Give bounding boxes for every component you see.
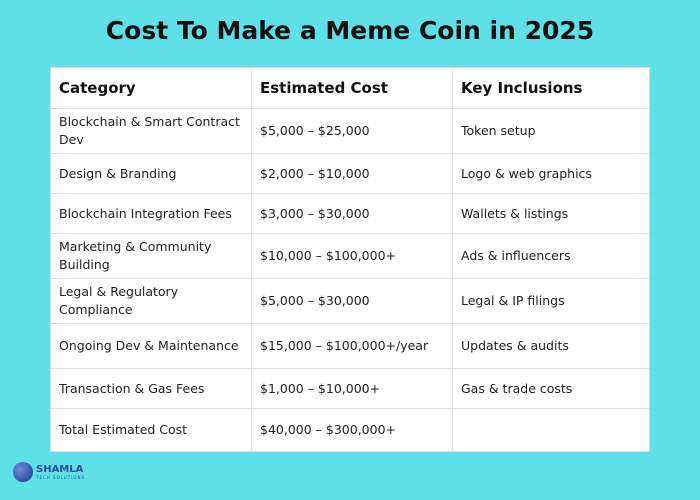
table-cell: Transaction & Gas Fees [50, 368, 252, 409]
table-cell: $1,000 – $10,000+ [251, 368, 453, 409]
page-title: Cost To Make a Meme Coin in 2025 [105, 16, 595, 45]
table-cell: Design & Branding [50, 153, 252, 194]
table-cell: $15,000 – $100,000+/year [251, 323, 453, 369]
cost-table: Category Estimated Cost Key Inclusions B… [50, 67, 650, 452]
table-cell: Ads & influencers [452, 233, 650, 279]
logo-icon [13, 462, 33, 482]
header-cell: Category [50, 67, 252, 109]
table-row: Total Estimated Cost $40,000 – $300,000+ [50, 408, 650, 452]
table-row: Transaction & Gas Fees $1,000 – $10,000+ G… [50, 368, 650, 409]
table-row: Blockchain Integration Fees $3,000 – $30,… [50, 193, 650, 234]
table-cell: Gas & trade costs [452, 368, 650, 409]
header-cell: Estimated Cost [251, 67, 453, 109]
table-cell: Ongoing Dev & Maintenance [50, 323, 252, 369]
table-row: Design & Branding $2,000 – $10,000 Logo & … [50, 153, 650, 194]
header-cell: Key Inclusions [452, 67, 650, 109]
table-cell: Blockchain Integration Fees [50, 193, 252, 234]
table-cell: Blockchain & Smart Contract Dev [50, 108, 252, 154]
table-cell: $5,000 – $25,000 [251, 108, 453, 154]
table-cell: Updates & audits [452, 323, 650, 369]
table-header: Category Estimated Cost Key Inclusions [50, 67, 650, 109]
table-row: Ongoing Dev & Maintenance $15,000 – $100,… [50, 323, 650, 369]
table-cell: $40,000 – $300,000+ [251, 408, 453, 452]
table-cell [452, 408, 650, 452]
table-cell: Legal & Regulatory Compliance [50, 278, 252, 324]
logo-name: SHAMLA [36, 463, 84, 475]
table-cell: $5,000 – $30,000 [251, 278, 453, 324]
table-cell: Marketing & Community Building [50, 233, 252, 279]
table-row: Legal & Regulatory Compliance $5,000 – $3… [50, 278, 650, 324]
table-cell: Logo & web graphics [452, 153, 650, 194]
table-cell: Token setup [452, 108, 650, 154]
table-row: Marketing & Community Building $10,000 – … [50, 233, 650, 279]
table-row: Blockchain & Smart Contract Dev $5,000 – … [50, 108, 650, 154]
logo-sub: TECH SOLUTIONS [36, 474, 85, 480]
table-cell: Legal & IP filings [452, 278, 650, 324]
table-cell: $3,000 – $30,000 [251, 193, 453, 234]
table-cell: $2,000 – $10,000 [251, 153, 453, 194]
shamla-logo: SHAMLA TECH SOLUTIONS [13, 462, 85, 482]
table-cell: Total Estimated Cost [50, 408, 252, 452]
table-cell: Wallets & listings [452, 193, 650, 234]
table-cell: $10,000 – $100,000+ [251, 233, 453, 279]
